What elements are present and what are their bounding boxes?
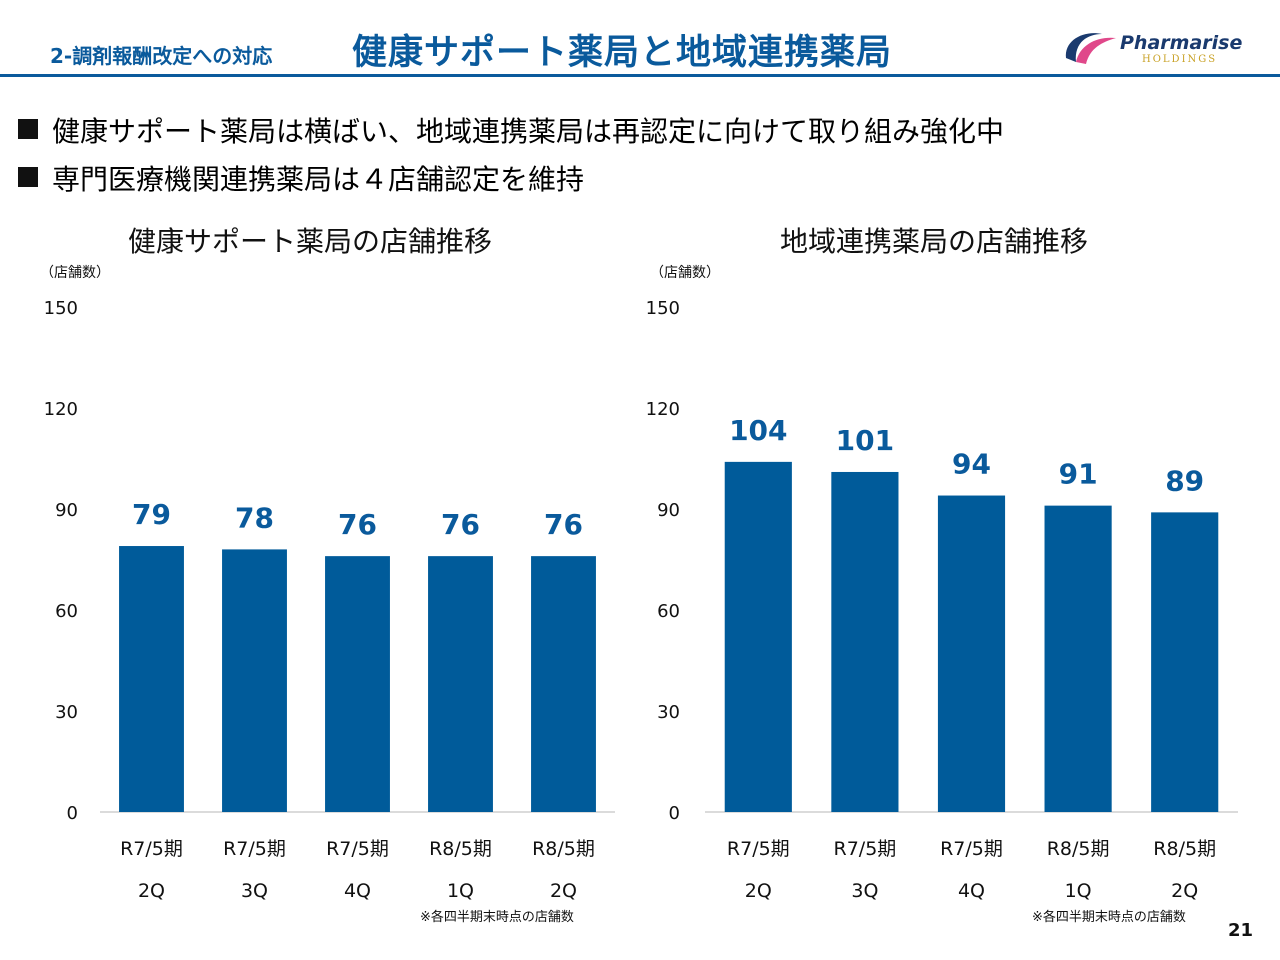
bar [724, 461, 792, 812]
bullet-text: 専門医療機関連携薬局は４店舗認定を維持 [52, 163, 585, 196]
bar [325, 556, 390, 812]
chart-title-regional: 地域連携薬局の店舗推移 [780, 225, 1089, 258]
y-tick-label: 120 [44, 399, 78, 420]
bar [831, 471, 899, 812]
y-tick-label: 0 [669, 803, 680, 824]
y-tick-label: 90 [55, 500, 78, 521]
bullet-item: 専門医療機関連携薬局は４店舗認定を維持 [18, 158, 584, 198]
bar [428, 556, 493, 812]
x-tick-label: 2Q [745, 880, 772, 900]
data-label: 76 [441, 508, 480, 541]
company-logo: Pharmarise HOLDINGS [1062, 28, 1242, 68]
x-tick-label: R8/5期 [1153, 838, 1216, 860]
x-tick-label: 1Q [1065, 880, 1092, 900]
y-tick-label: 30 [55, 702, 78, 723]
data-label: 91 [1059, 458, 1098, 491]
page-number: 21 [1228, 920, 1254, 941]
data-label: 89 [1165, 464, 1204, 497]
data-label: 76 [338, 508, 377, 541]
bar [222, 549, 287, 812]
x-tick-label: 3Q [241, 880, 268, 900]
chart-note: ※各四半期末時点の店舗数 [1032, 910, 1186, 925]
bar [531, 556, 596, 812]
x-tick-label: R8/5期 [429, 838, 492, 860]
y-unit-label: （店舗数） [40, 265, 110, 281]
y-tick-label: 60 [55, 601, 78, 622]
data-label: 94 [952, 448, 991, 481]
data-label: 78 [235, 501, 274, 534]
chart-health-support: 0 30 60 90 120 150 79 R7/5期 2Q 78 R7/5期 3Q 76 R7/5期 4Q… [44, 298, 615, 900]
y-tick-label: 30 [657, 702, 680, 723]
logo-swoosh-icon [1065, 33, 1116, 64]
logo-name: Pharmarise [1120, 32, 1243, 54]
x-tick-label: R7/5期 [727, 838, 790, 860]
x-tick-label: R7/5期 [120, 838, 183, 860]
bullet-square-icon [18, 167, 38, 187]
page-title: 健康サポート薬局と地域連携薬局 [352, 33, 893, 73]
x-tick-label: 2Q [138, 880, 165, 900]
chart-regional: 0 30 60 90 120 150 104 R7/5期 2Q 101 R7/5期 3Q 94 R7/5期… [646, 298, 1238, 900]
y-tick-label: 90 [657, 500, 680, 521]
x-tick-label: 2Q [550, 880, 577, 900]
bar [119, 546, 184, 812]
logo-subtitle: HOLDINGS [1142, 54, 1218, 65]
x-tick-label: R7/5期 [940, 838, 1003, 860]
data-label: 101 [836, 424, 894, 457]
x-tick-label: R7/5期 [834, 838, 897, 860]
x-tick-label: R8/5期 [532, 838, 595, 860]
x-tick-label: 1Q [447, 880, 474, 900]
bullet-text: 健康サポート薬局は横ばい、地域連携薬局は再認定に向けて取り組み強化中 [52, 115, 1005, 148]
x-tick-label: 3Q [851, 880, 878, 900]
header-divider [0, 74, 1280, 77]
bar [937, 495, 1006, 812]
y-tick-label: 0 [67, 803, 78, 824]
x-tick-label: R7/5期 [326, 838, 389, 860]
bullet-item: 健康サポート薬局は横ばい、地域連携薬局は再認定に向けて取り組み強化中 [18, 110, 1004, 150]
y-tick-label: 150 [646, 298, 680, 319]
bar [1044, 505, 1112, 812]
bar [1151, 512, 1219, 812]
bullet-square-icon [18, 119, 38, 139]
data-label: 104 [729, 414, 787, 447]
data-label: 79 [132, 498, 171, 531]
x-tick-label: R8/5期 [1047, 838, 1110, 860]
x-tick-label: 4Q [344, 880, 371, 900]
y-tick-label: 60 [657, 601, 680, 622]
y-unit-label: （店舗数） [650, 265, 720, 281]
x-tick-label: R7/5期 [223, 838, 286, 860]
section-label: 2-調剤報酬改定への対応 [50, 44, 273, 68]
data-label: 76 [544, 508, 583, 541]
x-tick-label: 4Q [958, 880, 985, 900]
x-tick-label: 2Q [1171, 880, 1198, 900]
y-tick-label: 150 [44, 298, 78, 319]
chart-title-health-support: 健康サポート薬局の店舗推移 [128, 225, 493, 258]
chart-note: ※各四半期末時点の店舗数 [420, 910, 574, 925]
y-tick-label: 120 [646, 399, 680, 420]
